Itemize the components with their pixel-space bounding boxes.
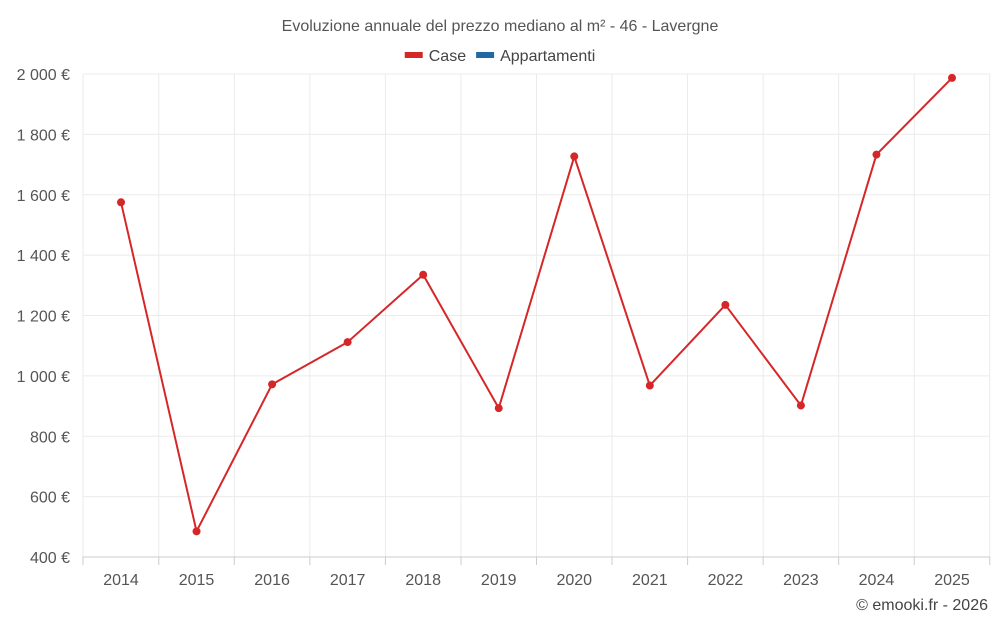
x-tick-label: 2016 bbox=[254, 572, 290, 589]
y-tick-label: 400 € bbox=[30, 550, 70, 567]
y-tick-label: 1 800 € bbox=[17, 127, 70, 144]
data-point[interactable] bbox=[948, 73, 956, 82]
grid bbox=[82, 73, 991, 557]
legend-item-case[interactable]: Case bbox=[404, 48, 466, 65]
data-point[interactable] bbox=[796, 401, 805, 410]
x-tick-label: 2023 bbox=[783, 572, 819, 589]
y-tick-label: 1 600 € bbox=[17, 188, 70, 205]
y-axis: 400 € 600 € 800 € 1 000 € 1 200 € 1 400 € 1 60… bbox=[17, 67, 70, 567]
data-point[interactable] bbox=[268, 380, 277, 389]
data-point[interactable] bbox=[192, 527, 201, 536]
legend-swatch bbox=[476, 52, 495, 58]
x-tick-label: 2018 bbox=[405, 572, 441, 589]
x-tick-label: 2019 bbox=[481, 572, 517, 589]
y-tick-label: 1 200 € bbox=[17, 309, 70, 326]
data-point[interactable] bbox=[872, 150, 881, 159]
legend-label: Appartamenti bbox=[500, 48, 595, 65]
x-tick-label: 2025 bbox=[934, 572, 970, 589]
x-tick-label: 2024 bbox=[859, 572, 895, 589]
data-point[interactable] bbox=[117, 198, 125, 207]
legend[interactable]: Case Appartamenti bbox=[404, 48, 596, 65]
y-tick-label: 1 400 € bbox=[17, 248, 70, 265]
series-layer bbox=[117, 73, 956, 536]
data-point[interactable] bbox=[721, 300, 730, 309]
x-tick-label: 2022 bbox=[708, 572, 744, 589]
data-point[interactable] bbox=[570, 152, 579, 161]
data-point[interactable] bbox=[494, 404, 503, 413]
x-axis: 2014 2015 2016 2017 2018 2019 2020 2021 2022 2023… bbox=[82, 556, 991, 589]
data-point[interactable] bbox=[343, 338, 352, 347]
legend-label: Case bbox=[429, 48, 466, 65]
chart-title: Evoluzione annuale del prezzo mediano al… bbox=[282, 18, 719, 35]
x-tick-label: 2021 bbox=[632, 572, 668, 589]
y-tick-label: 800 € bbox=[30, 429, 70, 446]
series-line-case bbox=[120, 77, 953, 533]
y-tick-label: 2 000 € bbox=[17, 67, 70, 84]
data-point[interactable] bbox=[419, 270, 428, 279]
data-point[interactable] bbox=[645, 381, 654, 390]
x-tick-label: 2017 bbox=[330, 572, 366, 589]
y-tick-label: 600 € bbox=[30, 490, 70, 507]
x-tick-label: 2015 bbox=[179, 572, 215, 589]
x-tick-label: 2014 bbox=[103, 572, 139, 589]
credit-text: © emooki.fr - 2026 bbox=[856, 597, 988, 614]
x-tick-label: 2020 bbox=[556, 572, 592, 589]
legend-item-appartamenti[interactable]: Appartamenti bbox=[476, 48, 595, 65]
legend-swatch bbox=[404, 52, 423, 58]
y-tick-label: 1 000 € bbox=[17, 369, 70, 386]
